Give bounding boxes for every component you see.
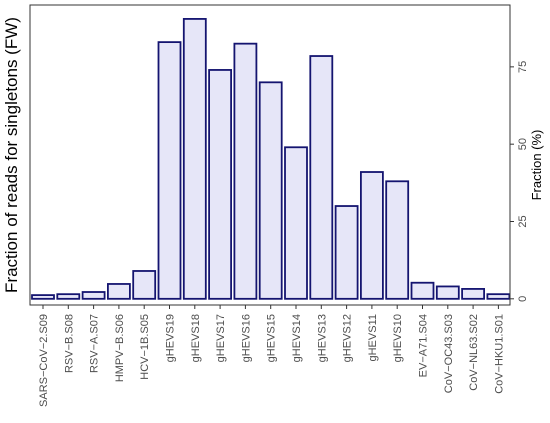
y-axis-title-right: Fraction (%): [529, 130, 544, 201]
x-tick-label: CoV−OC43.S03: [443, 314, 455, 393]
bar: [385, 180, 410, 300]
bar: [359, 171, 384, 300]
bar: [56, 293, 81, 300]
x-tick-label: gHEVS16: [240, 314, 252, 362]
y-axis: 0 25 50 75: [510, 61, 529, 302]
bar: [309, 55, 334, 300]
x-tick-label: CoV−NL63.S02: [468, 314, 480, 391]
y-tick-label: 25: [517, 215, 529, 227]
y-tick-label: 0: [517, 296, 529, 302]
x-tick-label: HCV−1B.S05: [139, 314, 151, 380]
x-tick-label: SARS−CoV−2.S09: [38, 314, 50, 407]
bar: [157, 41, 182, 300]
plot-panel-border: [29, 4, 511, 306]
bar: [410, 281, 435, 300]
y-tick-label: 75: [517, 61, 529, 73]
bar: [107, 283, 131, 300]
x-tick-label: gHEVS18: [190, 314, 202, 362]
bar: [461, 288, 486, 300]
x-tick-label: gHEVS13: [316, 314, 328, 362]
bar: [233, 42, 258, 300]
bar: [182, 18, 207, 300]
x-tick-label: CoV−HKU1.S01: [493, 314, 505, 394]
x-tick-label: gHEVS11: [367, 314, 379, 362]
x-tick-label: gHEVS12: [342, 314, 354, 362]
bar: [334, 205, 359, 300]
bar: [132, 270, 157, 300]
bar: [486, 293, 511, 300]
y-axis-title-left: Fraction of reads for singletons (FW): [2, 17, 21, 293]
x-tick-label: RSV−A.S07: [89, 314, 101, 373]
bar: [258, 81, 283, 300]
bar: [435, 285, 460, 300]
x-tick-label: RSV−B.S08: [63, 314, 75, 373]
x-tick-label: gHEVS15: [266, 314, 278, 362]
x-tick-label: EV−A71.S04: [418, 314, 430, 377]
x-tick-label: HMPV−B.S06: [114, 314, 126, 382]
y-tick-label: 50: [517, 138, 529, 150]
bar: [284, 146, 308, 300]
bar: [208, 69, 233, 300]
x-axis: SARS−CoV−2.S09 RSV−B.S08 RSV−A.S07 HMPV−B.S…: [38, 305, 505, 407]
x-tick-label: gHEVS19: [165, 314, 177, 362]
bars-group: [31, 18, 511, 300]
x-tick-label: gHEVS17: [215, 314, 227, 362]
bar: [31, 294, 55, 300]
x-tick-label: gHEVS10: [392, 314, 404, 362]
x-tick-label: gHEVS14: [291, 314, 303, 362]
bar: [81, 291, 106, 300]
